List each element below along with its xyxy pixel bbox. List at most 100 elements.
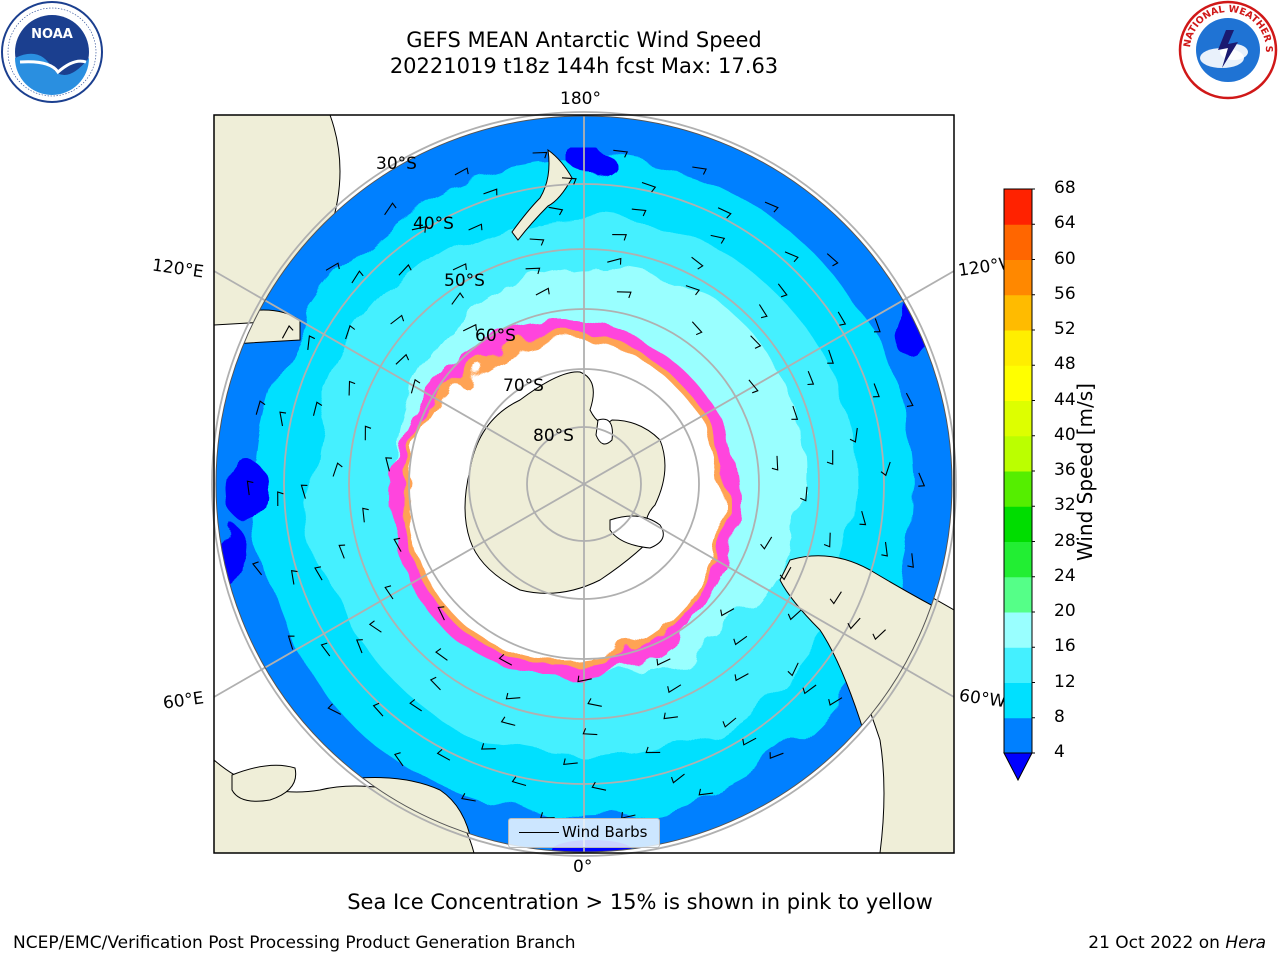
colorbar-tick-label: 16 [1054,636,1076,657]
wind-barb [287,635,295,650]
wind-barb [758,304,768,319]
chart-subtitle-forecast: 20221019 t18z 144h fcst Max: 17.63 [389,54,779,78]
colorbar-tick-label: 44 [1054,389,1076,410]
wind-barb [325,262,340,271]
wind-barb [631,208,647,217]
wind-barb [385,457,392,472]
wind-barb [582,728,598,736]
wind-barb [791,405,799,420]
wind-barb [511,776,527,787]
colorbar-tick-label: 20 [1054,601,1076,621]
wind-barb [692,166,707,175]
wind-barb [384,202,397,216]
wind-barb [577,675,592,683]
wind-barb [616,291,632,299]
wind-barb [320,642,331,657]
wind-barb [698,788,714,796]
lat-label-60s: 60°S [475,326,516,346]
land-new-zealand [511,148,573,241]
wind-barb [784,251,799,263]
wind-barb [760,536,773,550]
wind-barb [685,285,700,296]
lon-label-180: 180° [560,89,601,109]
colorbar-segment [1004,471,1032,507]
wind-barb [802,684,817,695]
wind-barb [362,507,369,523]
wind-barb [613,149,629,158]
wind-barb [279,411,287,427]
colorbar-segment [1004,365,1032,401]
wind-barb [290,570,298,585]
lat-label-70s: 70°S [503,376,544,396]
colorbar-tick-label: 64 [1054,213,1076,234]
wind-barb [451,292,464,305]
map-frame [213,114,955,854]
wind-barb [384,585,394,600]
wind-barb [452,263,467,271]
wind-barb [641,181,657,193]
colorbar-tick-label: 32 [1054,495,1076,516]
wind-barb [779,566,792,581]
wind-barb [717,207,732,219]
lat-label-30s: 30°S [376,154,417,174]
wind-barb [734,673,749,682]
wind-barb [667,684,682,694]
colorbar-tick-label: 12 [1054,671,1076,692]
wind-barb [823,532,831,548]
colorbar-segment [1004,294,1032,331]
wind-barb [345,324,356,340]
wind-barb [733,635,748,646]
wind-barb [587,698,602,707]
wind-barb [670,773,685,784]
wind-barb [390,314,405,325]
wind-barb [356,639,363,654]
wind-barb [532,151,548,159]
wind-barb [561,177,577,185]
noaa-logo-text: NOAA [31,27,73,42]
wind-barb [691,321,703,336]
wind-barb [314,566,323,581]
colorbar-tick-label: 4 [1054,742,1065,762]
wind-barb [500,716,516,726]
lat-label-80s: 80°S [533,426,574,446]
wind-barb [764,201,779,213]
colorbar-tick-label: 36 [1054,460,1076,480]
wind-barb [411,226,427,233]
graticule [211,111,957,857]
colorbar-segment [1004,682,1032,719]
wind-barb [612,234,627,241]
wind-barb [429,676,441,691]
wind-barb [607,257,622,265]
wind-barb [498,653,513,666]
wind-barb [462,323,478,332]
colorbar-tick-label: 56 [1054,283,1076,304]
wind-barb [535,287,550,296]
colorbar-segment [1004,717,1032,754]
colorbar-tick-label: 28 [1054,530,1076,551]
wind-barb [563,758,578,766]
wind-barb [368,620,382,633]
colorbar-segment [1004,224,1032,260]
wind-barb [529,238,545,246]
wind-barb [826,450,834,465]
wind-barb [807,370,815,386]
colorbar-tick-label: 60 [1054,248,1076,269]
wind-barb [332,462,343,477]
colorbar-segment [1004,259,1032,296]
land-antarctica [464,371,666,594]
legend-label: Wind Barbs [562,823,648,841]
wind-barb [364,425,372,441]
wind-barb [787,609,802,621]
footer-credit: NCEP/EMC/Verification Post Processing Pr… [13,933,576,953]
noaa-logo: NOAA [1,1,103,103]
wind-barb [748,379,759,394]
wind-barb [255,400,266,415]
footer-host: Hera [1225,933,1266,953]
wind-barb [905,392,914,407]
wind-barb [409,699,423,712]
wind-barb [338,544,346,559]
wind-barb [907,553,914,568]
wind-barb [394,752,404,767]
colorbar-segment [1004,576,1032,613]
